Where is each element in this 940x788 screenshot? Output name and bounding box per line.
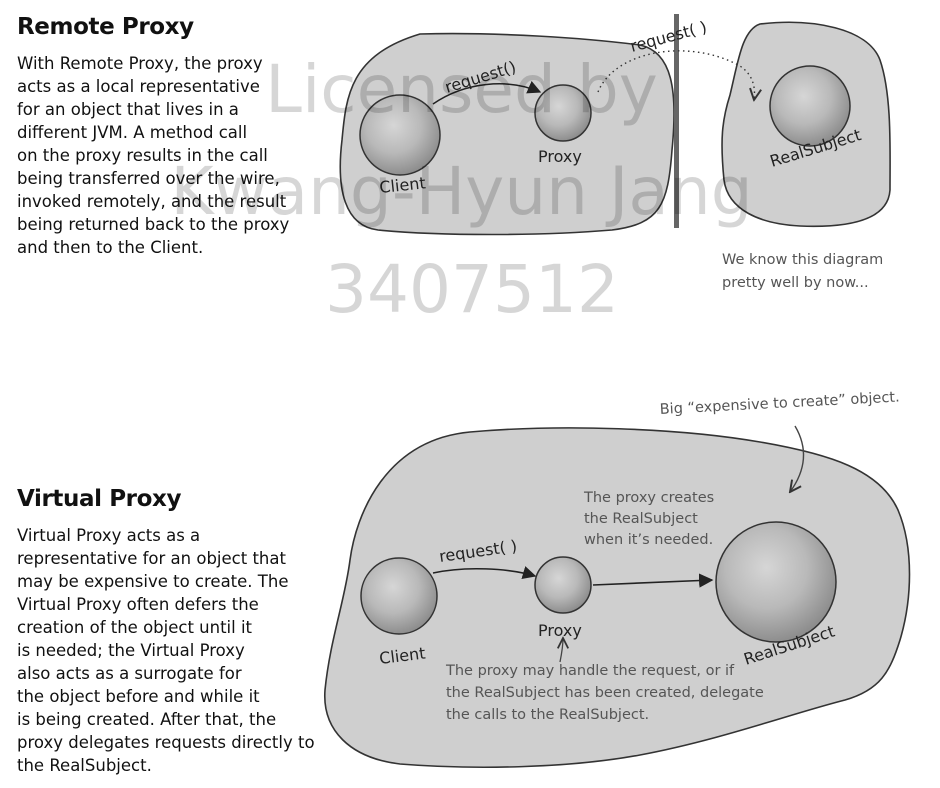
virtual-handle-note: The proxy may handle the request, or if …	[445, 663, 768, 723]
virtual-expensive-pointer-arrow	[790, 425, 805, 492]
description-line: Virtual Proxy often defers the	[17, 595, 259, 614]
description-line: the RealSubject.	[17, 756, 152, 775]
virtual-proxy-sphere	[534, 556, 592, 614]
virtual-handle-pointer-arrow	[560, 638, 563, 663]
description-line: invoked remotely, and the result	[17, 192, 287, 211]
remote-note: We know this diagram pretty well by now.…	[722, 252, 888, 291]
virtual-delegate-arrow	[592, 573, 714, 588]
description-line: the object before and while it	[17, 687, 260, 706]
description-line: creation of the object until it	[17, 618, 253, 637]
description-line: being returned back to the proxy	[17, 215, 290, 234]
virtual-proxy-label: Proxy	[538, 621, 582, 640]
remote-proxy-label: Proxy	[538, 147, 582, 166]
remote-proxy-title: Remote Proxy	[17, 14, 194, 40]
description-line: and then to the Client.	[17, 238, 204, 257]
watermark-text: Licensed by Kwang-Hyun Jang 3407512	[170, 51, 773, 328]
description-line: is needed; the Virtual Proxy	[17, 641, 245, 660]
virtual-request-arrow	[432, 566, 537, 580]
network-wire-divider	[674, 14, 679, 228]
description-line: also acts as a surrogate for	[17, 664, 242, 683]
description-line: With Remote Proxy, the proxy	[17, 54, 263, 73]
virtual-expensive-note: Big “expensive to create” object.	[659, 389, 900, 418]
virtual-creates-note: The proxy creates the RealSubject when i…	[583, 490, 719, 548]
description-line: being transferred over the wire,	[17, 169, 280, 188]
remote-client-label: Client	[378, 173, 426, 197]
description-line: Virtual Proxy acts as a	[17, 526, 201, 545]
virtual-proxy-title: Virtual Proxy	[17, 486, 182, 512]
remote-client-sphere	[359, 94, 441, 176]
remote-proxy-sphere	[534, 84, 592, 142]
description-line: is being created. After that, the	[17, 710, 277, 729]
description-line: representative for an object that	[17, 549, 286, 568]
virtual-client-sphere	[360, 557, 438, 635]
description-line: for an object that lives in a	[17, 100, 239, 119]
remote-realsubject-sphere	[769, 65, 851, 147]
description-line: may be expensive to create. The	[17, 572, 289, 591]
virtual-proxy-description: Virtual Proxy acts as a representative f…	[17, 524, 315, 777]
remote-local-jvm-blob	[339, 32, 675, 236]
remote-proxy-description: With Remote Proxy, the proxy acts as a l…	[17, 52, 289, 259]
description-line: on the proxy results in the call	[17, 146, 268, 165]
description-line: different JVM. A method call	[17, 123, 248, 142]
remote-request-arrow	[432, 80, 542, 105]
description-line: acts as a local representative	[17, 77, 260, 96]
description-line: proxy delegates requests directly to	[17, 733, 315, 752]
virtual-jvm-blob	[324, 427, 911, 769]
virtual-realsubject-sphere	[715, 521, 837, 643]
